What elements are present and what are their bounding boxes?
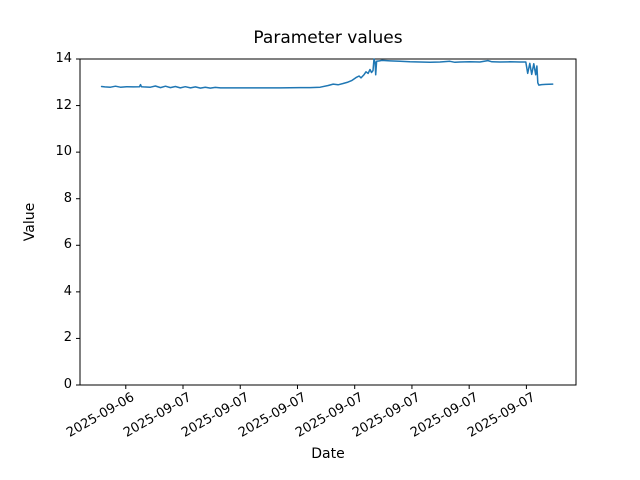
y-tick-label: 6	[63, 237, 72, 253]
tick-marks	[76, 58, 527, 389]
chart-title: Parameter values	[253, 28, 403, 48]
y-tick-label: 10	[55, 144, 72, 160]
y-tick-label: 14	[55, 51, 72, 66]
y-tick-label: 8	[63, 190, 72, 206]
series-line	[100, 58, 554, 89]
axes-box	[79, 58, 577, 386]
y-tick-label: 2	[63, 330, 72, 346]
x-axis-label: Date	[311, 446, 345, 462]
y-tick-label: 12	[55, 97, 72, 113]
y-tick-label: 4	[63, 283, 72, 299]
y-tick-label: 0	[63, 377, 72, 392]
